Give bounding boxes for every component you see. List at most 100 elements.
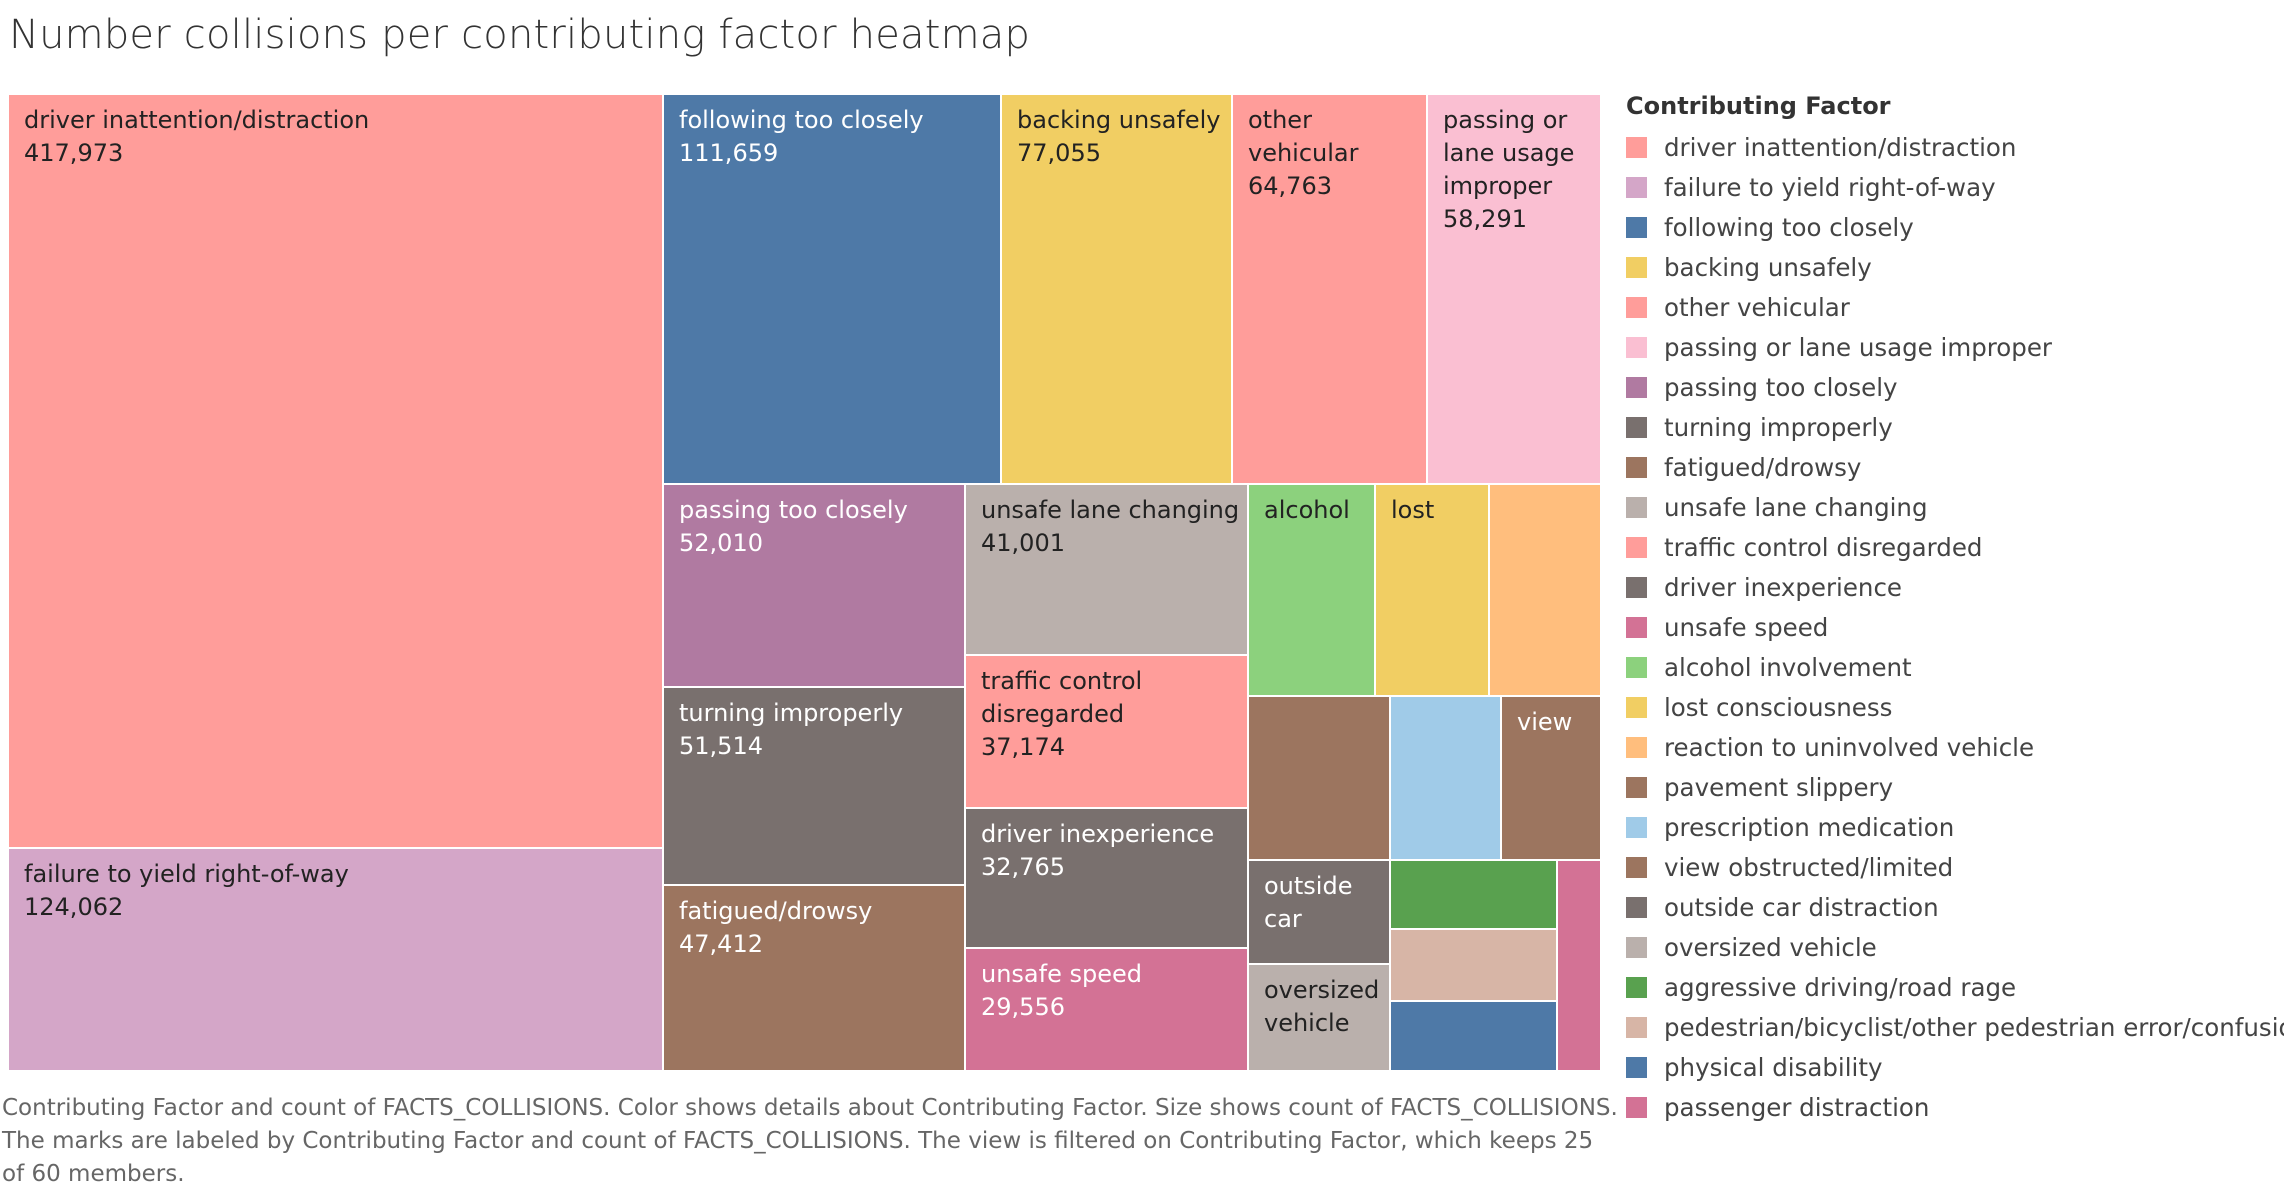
legend-item-unsafe-lane-changing[interactable]: unsafe lane changing — [1626, 487, 2276, 527]
legend-item-oversized-vehicle[interactable]: oversized vehicle — [1626, 927, 2276, 967]
legend-item-driver-inexperience[interactable]: driver inexperience — [1626, 567, 2276, 607]
legend-item-pavement-slippery[interactable]: pavement slippery — [1626, 767, 2276, 807]
legend-item-fatigued-drowsy[interactable]: fatigued/drowsy — [1626, 447, 2276, 487]
treemap-cell-reaction-to-uninvolved-vehicle[interactable] — [1488, 483, 1601, 697]
treemap-cell-turning-improperly[interactable]: turning improperly 51,514 — [662, 686, 966, 886]
treemap-label: improper — [1443, 172, 1552, 200]
legend-item-unsafe-speed[interactable]: unsafe speed — [1626, 607, 2276, 647]
treemap-cell-aggressive-driving-road-rage[interactable] — [1389, 859, 1558, 930]
legend-swatch — [1626, 416, 1647, 438]
treemap-svg[interactable]: driver inattention/distraction 417,973 fai… — [8, 94, 1601, 1071]
treemap-rect[interactable] — [1500, 695, 1601, 861]
treemap-value: 58,291 — [1443, 205, 1527, 233]
treemap-rect[interactable] — [1247, 859, 1391, 965]
treemap-cell-prescription-medication[interactable] — [1389, 695, 1502, 861]
treemap-rect[interactable] — [964, 483, 1249, 656]
treemap-rect[interactable] — [1247, 483, 1376, 697]
treemap-cell-pedestrian-bicyclist-other-pedestrian-error-confusion[interactable] — [1389, 928, 1558, 1002]
treemap-cell-outside-car-distraction[interactable]: outside car — [1247, 859, 1391, 965]
treemap-rect[interactable] — [1247, 695, 1391, 861]
treemap-rect[interactable] — [964, 654, 1249, 809]
legend-item-other-vehicular[interactable]: other vehicular — [1626, 287, 2276, 327]
legend-item-physical-disability[interactable]: physical disability — [1626, 1047, 2276, 1087]
legend-swatch — [1626, 776, 1647, 798]
treemap-rect[interactable] — [1389, 928, 1558, 1002]
treemap-cell-oversized-vehicle[interactable]: oversized vehicle — [1247, 963, 1391, 1071]
treemap-cell-passing-too-closely[interactable]: passing too closely 52,010 — [662, 483, 966, 688]
treemap-label: oversized — [1264, 976, 1379, 1004]
treemap-rect[interactable] — [964, 947, 1249, 1071]
treemap-label: failure to yield right-of-way — [24, 860, 349, 888]
treemap-cell-driver-inattention-distraction[interactable]: driver inattention/distraction 417,973 — [8, 94, 664, 849]
treemap-rect[interactable] — [1556, 859, 1601, 1071]
treemap-cell-other-vehicular[interactable]: other vehicular 64,763 — [1231, 94, 1428, 485]
legend-label: lost consciousness — [1664, 692, 1893, 722]
treemap-cell-view-obstructed-limited[interactable]: view — [1500, 695, 1601, 861]
treemap-cell-traffic-control-disregarded[interactable]: traffic control disregarded 37,174 — [964, 654, 1249, 809]
treemap-rect[interactable] — [1389, 859, 1558, 930]
legend-item-backing-unsafely[interactable]: backing unsafely — [1626, 247, 2276, 287]
treemap-cell-fatigued-drowsy[interactable]: fatigued/drowsy 47,412 — [662, 884, 966, 1071]
legend-item-passenger-distraction[interactable]: passenger distraction — [1626, 1087, 2276, 1127]
legend-label: pedestrian/bicyclist/other pedestrian er… — [1664, 1012, 2284, 1042]
treemap-cell-alcohol-involvement[interactable]: alcohol — [1247, 483, 1376, 697]
treemap-rect[interactable] — [662, 884, 966, 1071]
treemap-cell-physical-disability[interactable] — [1389, 1000, 1558, 1071]
treemap-rect[interactable] — [662, 94, 1002, 485]
legend-item-alcohol-involvement[interactable]: alcohol involvement — [1626, 647, 2276, 687]
treemap-rect[interactable] — [1488, 483, 1601, 697]
legend-item-lost-consciousness[interactable]: lost consciousness — [1626, 687, 2276, 727]
treemap-rect[interactable] — [1426, 94, 1601, 485]
legend[interactable]: Contributing Factor driver inattention/d… — [1626, 90, 2284, 1127]
treemap-cell-pavement-slippery[interactable] — [1247, 695, 1391, 861]
legend-label: following too closely — [1664, 212, 1914, 242]
legend-item-driver-inattention-distraction[interactable]: driver inattention/distraction — [1626, 127, 2276, 167]
legend-item-view-obstructed-limited[interactable]: view obstructed/limited — [1626, 847, 2276, 887]
treemap-rect[interactable] — [1231, 94, 1428, 485]
treemap-cell-unsafe-lane-changing[interactable]: unsafe lane changing 41,001 — [964, 483, 1249, 656]
legend-item-failure-to-yield-right-of-way[interactable]: failure to yield right-of-way — [1626, 167, 2276, 207]
legend-item-reaction-to-uninvolved-vehicle[interactable]: reaction to uninvolved vehicle — [1626, 727, 2276, 767]
legend-item-traffic-control-disregarded[interactable]: traffic control disregarded — [1626, 527, 2276, 567]
treemap-cell-failure-to-yield-right-of-way[interactable]: failure to yield right-of-way 124,062 — [8, 847, 664, 1071]
treemap-cell-backing-unsafely[interactable]: backing unsafely 77,055 — [1000, 94, 1233, 485]
treemap-rect[interactable] — [662, 686, 966, 886]
treemap-rect[interactable] — [8, 847, 664, 1071]
legend-item-passing-or-lane-usage-improper[interactable]: passing or lane usage improper — [1626, 327, 2276, 367]
treemap-cell-passenger-distraction[interactable] — [1556, 859, 1601, 1071]
legend-label: traffic control disregarded — [1664, 532, 1983, 562]
treemap-cell-lost-consciousness[interactable]: lost — [1374, 483, 1490, 697]
treemap-cell-following-too-closely[interactable]: following too closely 111,659 — [662, 94, 1002, 485]
treemap-cell-passing-or-lane-usage-improper[interactable]: passing or lane usage improper 58,291 — [1426, 94, 1601, 485]
treemap[interactable]: driver inattention/distraction 417,973 fai… — [8, 94, 1601, 1071]
legend-swatch — [1626, 736, 1647, 758]
legend-label: other vehicular — [1664, 292, 1850, 322]
legend-item-prescription-medication[interactable]: prescription medication — [1626, 807, 2276, 847]
legend-label: oversized vehicle — [1664, 932, 1877, 962]
treemap-rect[interactable] — [1389, 1000, 1558, 1071]
treemap-label: driver inattention/distraction — [24, 106, 369, 134]
treemap-value: 32,765 — [981, 853, 1065, 881]
treemap-label: unsafe speed — [981, 960, 1142, 988]
legend-label: turning improperly — [1664, 412, 1893, 442]
legend-label: reaction to uninvolved vehicle — [1664, 732, 2035, 762]
legend-item-following-too-closely[interactable]: following too closely — [1626, 207, 2276, 247]
treemap-rect[interactable] — [8, 94, 664, 849]
legend-item-passing-too-closely[interactable]: passing too closely — [1626, 367, 2276, 407]
treemap-cell-unsafe-speed[interactable]: unsafe speed 29,556 — [964, 947, 1249, 1071]
legend-item-aggressive-driving-road-rage[interactable]: aggressive driving/road rage — [1626, 967, 2276, 1007]
treemap-value: 111,659 — [679, 139, 778, 167]
legend-item-turning-improperly[interactable]: turning improperly — [1626, 407, 2276, 447]
legend-item-pedestrian-bicyclist-other-pedestrian-error-confusion[interactable]: pedestrian/bicyclist/other pedestrian er… — [1626, 1007, 2284, 1047]
legend-label: outside car distraction — [1664, 892, 1939, 922]
treemap-rect[interactable] — [1247, 963, 1391, 1071]
treemap-rect[interactable] — [1374, 483, 1490, 697]
legend-items: driver inattention/distraction failure to… — [1626, 127, 2284, 1127]
legend-swatch — [1626, 296, 1647, 318]
treemap-label: turning improperly — [679, 699, 903, 727]
legend-swatch — [1626, 376, 1647, 398]
legend-item-outside-car-distraction[interactable]: outside car distraction — [1626, 887, 2276, 927]
treemap-rect[interactable] — [1389, 695, 1502, 861]
legend-swatch — [1626, 136, 1647, 158]
treemap-cell-driver-inexperience[interactable]: driver inexperience 32,765 — [964, 807, 1249, 949]
